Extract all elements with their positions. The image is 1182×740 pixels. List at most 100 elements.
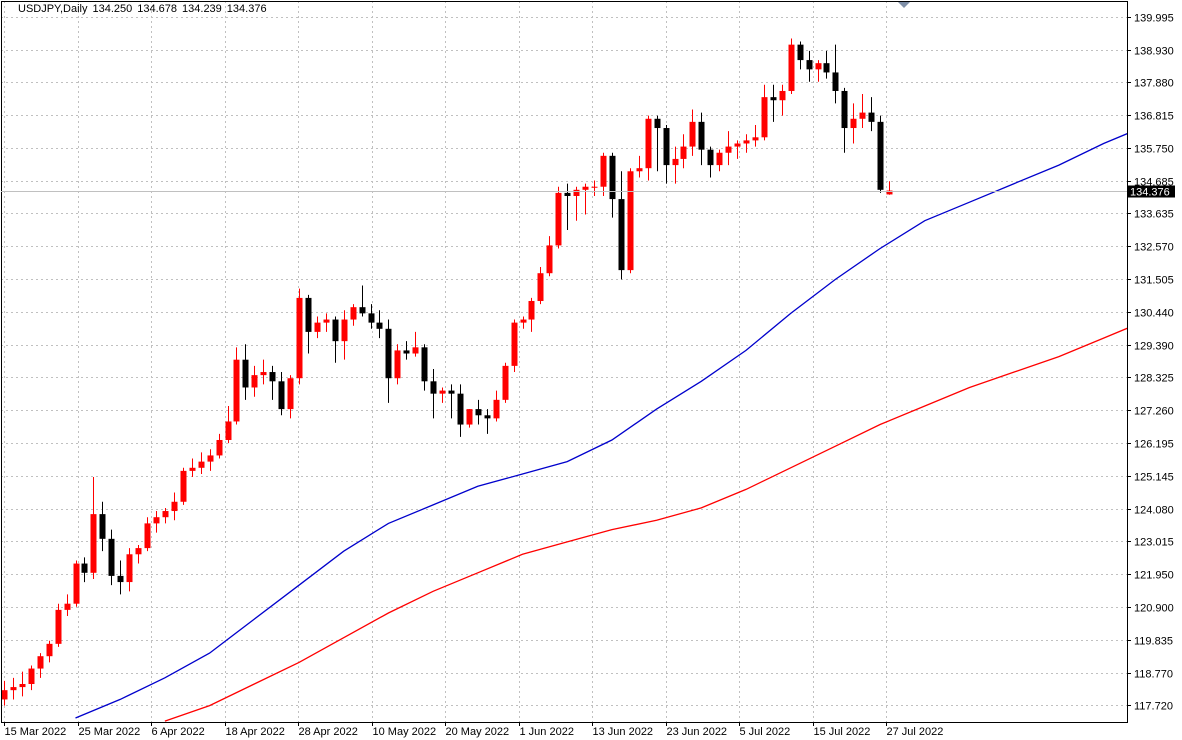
candle xyxy=(198,452,205,474)
candle xyxy=(734,140,741,159)
candle-body xyxy=(806,60,813,70)
candle xyxy=(636,155,643,178)
candle-body xyxy=(520,319,527,323)
candle-body xyxy=(99,514,106,539)
candle-body xyxy=(144,523,151,549)
y-tick-label: 124.080 xyxy=(1134,505,1174,517)
candle xyxy=(207,449,214,471)
candle-body xyxy=(832,72,839,91)
y-tick-label: 128.325 xyxy=(1134,373,1174,385)
x-tick-label: 13 Jun 2022 xyxy=(593,726,654,738)
candle-body xyxy=(439,390,446,394)
candle xyxy=(466,409,473,428)
candle xyxy=(707,146,714,178)
candle-body xyxy=(403,350,410,354)
candle-body xyxy=(305,297,312,332)
candle-body xyxy=(135,548,142,555)
candle-body xyxy=(90,514,97,573)
symbol-label: USDJPY,Daily xyxy=(18,3,88,15)
candle xyxy=(10,677,17,700)
y-tick-label: 120.900 xyxy=(1134,603,1174,615)
candle xyxy=(332,316,339,363)
candle-body xyxy=(672,158,679,166)
candle-body xyxy=(64,603,71,610)
candle xyxy=(412,331,419,357)
candle xyxy=(73,560,80,607)
candle xyxy=(242,344,249,400)
candle xyxy=(645,115,652,181)
candle-body xyxy=(654,118,661,129)
y-tick-label: 119.835 xyxy=(1134,636,1173,648)
candle xyxy=(350,304,357,326)
candle-body xyxy=(779,90,786,101)
candle xyxy=(511,319,518,373)
open-value: 134.250 xyxy=(92,3,133,15)
candle-body xyxy=(484,415,491,419)
candle xyxy=(859,94,866,129)
candle-body xyxy=(528,301,535,320)
candle-body xyxy=(850,118,857,129)
candle xyxy=(850,103,857,144)
candle xyxy=(180,467,187,505)
candle xyxy=(385,319,392,403)
candle xyxy=(28,665,35,691)
candle-body xyxy=(385,328,392,379)
candle xyxy=(225,406,232,444)
candle-body xyxy=(117,575,124,583)
candle xyxy=(823,50,830,79)
candle xyxy=(278,372,285,416)
candle-body xyxy=(162,511,169,518)
candle-body xyxy=(511,322,518,366)
y-tick-label: 118.770 xyxy=(1134,669,1173,681)
candle xyxy=(654,115,661,172)
candle xyxy=(761,84,768,141)
candle xyxy=(779,84,786,116)
candle-body xyxy=(636,168,643,172)
ma-slow-line xyxy=(164,327,1127,722)
y-tick-label: 129.390 xyxy=(1134,341,1174,353)
candle-body xyxy=(582,186,589,190)
candle-body xyxy=(430,381,437,394)
candle xyxy=(806,50,813,82)
candle-body xyxy=(725,146,732,153)
candle-body xyxy=(287,378,294,410)
candle-body xyxy=(19,683,26,688)
candle-body xyxy=(743,140,750,144)
y-tick-label: 126.195 xyxy=(1134,439,1174,451)
candle-body xyxy=(788,44,795,91)
candle-body xyxy=(207,455,214,462)
candle-body xyxy=(868,112,875,122)
y-tick-label: 139.995 xyxy=(1134,13,1174,25)
y-tick-label: 125.145 xyxy=(1134,472,1174,484)
candle-body xyxy=(815,63,822,70)
x-tick-label: 20 May 2022 xyxy=(446,726,510,738)
candle-body xyxy=(350,307,357,320)
x-tick-label: 6 Apr 2022 xyxy=(152,726,205,738)
candle xyxy=(743,134,750,153)
candle xyxy=(126,548,133,592)
candle-body xyxy=(412,347,419,354)
candle-body xyxy=(153,517,160,524)
close-value: 134.376 xyxy=(226,3,267,15)
candle-body xyxy=(180,470,187,502)
current-price-label: 134.376 xyxy=(1130,187,1170,199)
candle xyxy=(368,304,375,329)
candle xyxy=(689,109,696,156)
y-tick-label: 133.635 xyxy=(1134,209,1174,221)
candle xyxy=(484,409,491,434)
candle xyxy=(260,359,267,385)
x-tick-label: 23 Jun 2022 xyxy=(667,726,728,738)
x-tick-label: 27 Jul 2022 xyxy=(887,726,944,738)
candle-body xyxy=(46,643,53,657)
x-tick-label: 10 May 2022 xyxy=(373,726,437,738)
candle-body xyxy=(10,687,17,691)
candle-body xyxy=(394,350,401,379)
candle-body xyxy=(466,409,473,425)
candle xyxy=(323,313,330,332)
candle xyxy=(394,344,401,385)
candle xyxy=(135,545,142,564)
x-tick-label: 15 Mar 2022 xyxy=(5,726,67,738)
candle-body xyxy=(663,128,670,166)
